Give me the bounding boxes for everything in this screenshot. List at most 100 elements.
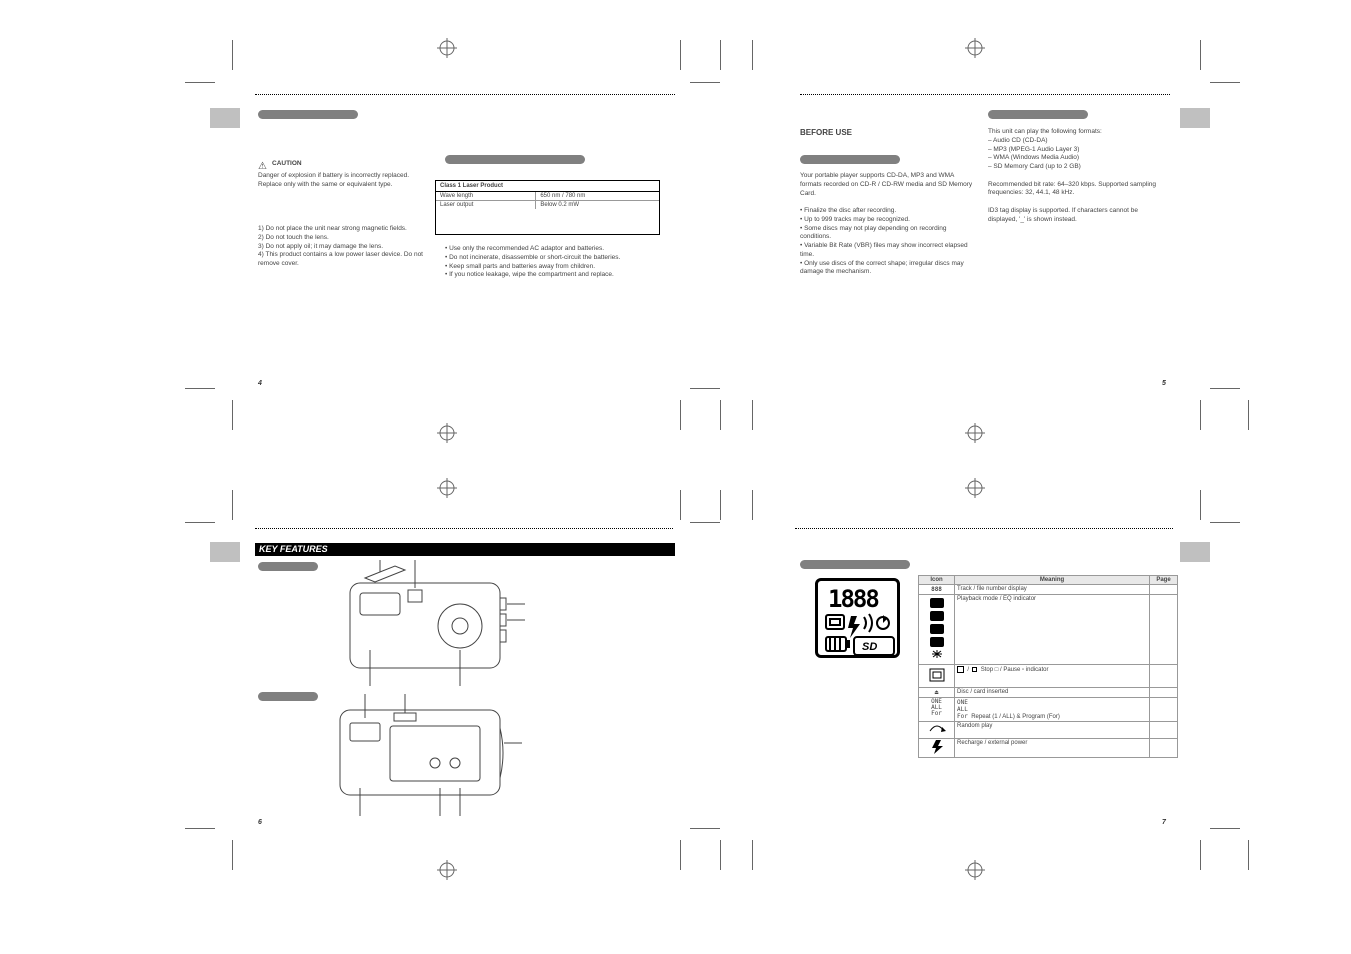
crop-mark	[232, 840, 233, 870]
meaning-text: Repeat (1 / ALL) & Program (For)	[971, 714, 1060, 720]
registration-mark	[965, 38, 985, 58]
crop-mark	[752, 40, 753, 70]
icon-cell: ⏏	[919, 688, 955, 698]
table-row: Random play	[919, 722, 1178, 739]
icon-cell	[919, 595, 955, 665]
meaning-cell: Playback mode / EQ indicator	[955, 595, 1150, 665]
crop-mark	[232, 40, 233, 70]
edge-tab	[1180, 108, 1210, 128]
table-row: ONEALLFor ONEALLFor Repeat (1 / ALL) & P…	[919, 698, 1178, 722]
subhead-pill	[988, 110, 1088, 119]
crop-mark	[690, 388, 720, 389]
crop-mark	[720, 840, 721, 870]
crop-mark	[1200, 840, 1201, 870]
page-cell	[1150, 739, 1178, 758]
table-row: 888 Track / file number display	[919, 585, 1178, 595]
q2-heading: BEFORE USE	[800, 128, 852, 139]
page-number: 6	[258, 819, 262, 826]
page-cell	[1150, 688, 1178, 698]
crop-mark	[1210, 828, 1240, 829]
crop-mark	[1210, 82, 1240, 83]
registration-mark	[965, 478, 985, 498]
spec-cell: 650 nm / 780 nm	[536, 192, 659, 200]
page-cell	[1150, 722, 1178, 739]
header-rule	[255, 94, 675, 95]
edge-tab	[1180, 542, 1210, 562]
lcd-illustration: 1888 SD	[815, 578, 900, 658]
crop-mark	[1200, 490, 1201, 520]
crop-mark	[232, 400, 233, 430]
subhead-pill	[258, 562, 318, 571]
device-top-diagram	[310, 558, 530, 693]
crop-mark	[680, 40, 681, 70]
safety-body: 1) Do not place the unit near strong mag…	[258, 225, 423, 269]
caution-label: CAUTION	[272, 160, 302, 169]
table-header: Page	[1150, 576, 1178, 585]
registration-mark	[437, 38, 457, 58]
table-row: / Stop □ / Pause ▫ indicator	[919, 665, 1178, 688]
svg-text:1888: 1888	[828, 585, 878, 613]
crop-mark	[232, 490, 233, 520]
table-header: Icon	[919, 576, 955, 585]
crop-mark	[1248, 400, 1249, 430]
table-row: Playback mode / EQ indicator	[919, 595, 1178, 665]
crop-mark	[690, 82, 720, 83]
crop-mark	[752, 400, 753, 430]
meaning-cell: Recharge / external power	[955, 739, 1150, 758]
lcd-icon-table: Icon Meaning Page 888 Track / file numbe…	[918, 575, 1178, 758]
meaning-cell: Disc / card inserted	[955, 688, 1150, 698]
spec-box: Class 1 Laser Product Wave length 650 nm…	[435, 180, 660, 235]
crop-mark	[1200, 400, 1201, 430]
spec-cell: Wave length	[436, 192, 536, 200]
subhead-pill	[800, 560, 910, 569]
registration-mark	[437, 478, 457, 498]
meaning-cell: / Stop □ / Pause ▫ indicator	[955, 665, 1150, 688]
table-header: Meaning	[955, 576, 1150, 585]
spec-cell: Below 0.2 mW	[536, 201, 659, 209]
caution-body: Danger of explosion if battery is incorr…	[258, 172, 423, 190]
registration-mark	[437, 860, 457, 880]
icon-cell: ONEALLFor	[919, 698, 955, 722]
crop-mark	[690, 522, 720, 523]
registration-mark	[965, 860, 985, 880]
crop-mark	[185, 828, 215, 829]
page-cell	[1150, 585, 1178, 595]
table-row: ⏏ Disc / card inserted	[919, 688, 1178, 698]
crop-mark	[720, 40, 721, 70]
section-title-bar: KEY FEATURES	[255, 543, 675, 556]
meaning-cell: ONEALLFor Repeat (1 / ALL) & Program (Fo…	[955, 698, 1150, 722]
table-row: Recharge / external power	[919, 739, 1178, 758]
crop-mark	[185, 522, 215, 523]
crop-mark	[1200, 40, 1201, 70]
icon-cell	[919, 739, 955, 758]
device-bottom-diagram	[300, 688, 530, 823]
header-rule	[795, 528, 1173, 529]
section-title: KEY FEATURES	[259, 544, 328, 554]
crop-mark	[680, 400, 681, 430]
subhead-pill	[445, 155, 585, 164]
spec-cell: Laser output	[436, 201, 536, 209]
crop-mark	[1248, 840, 1249, 870]
q2-body-right: This unit can play the following formats…	[988, 128, 1168, 224]
crop-mark	[680, 840, 681, 870]
svg-text:SD: SD	[862, 641, 877, 653]
crop-mark	[720, 490, 721, 520]
edge-tab	[210, 542, 240, 562]
registration-mark	[437, 423, 457, 443]
meaning-cell: Track / file number display	[955, 585, 1150, 595]
crop-mark	[752, 490, 753, 520]
icon-cell	[919, 722, 955, 739]
page-number: 4	[258, 380, 262, 387]
crop-mark	[690, 828, 720, 829]
page-cell	[1150, 665, 1178, 688]
page-cell	[1150, 698, 1178, 722]
spec-header: Class 1 Laser Product	[436, 181, 659, 192]
page-number: 7	[1162, 819, 1166, 826]
q2-body-left: Your portable player supports CD-DA, MP3…	[800, 172, 975, 277]
right-col-body: • Use only the recommended AC adaptor an…	[445, 245, 660, 280]
crop-mark	[1210, 388, 1240, 389]
crop-mark	[185, 388, 215, 389]
icon-cell: 888	[919, 585, 955, 595]
header-rule	[255, 528, 673, 529]
crop-mark	[680, 490, 681, 520]
